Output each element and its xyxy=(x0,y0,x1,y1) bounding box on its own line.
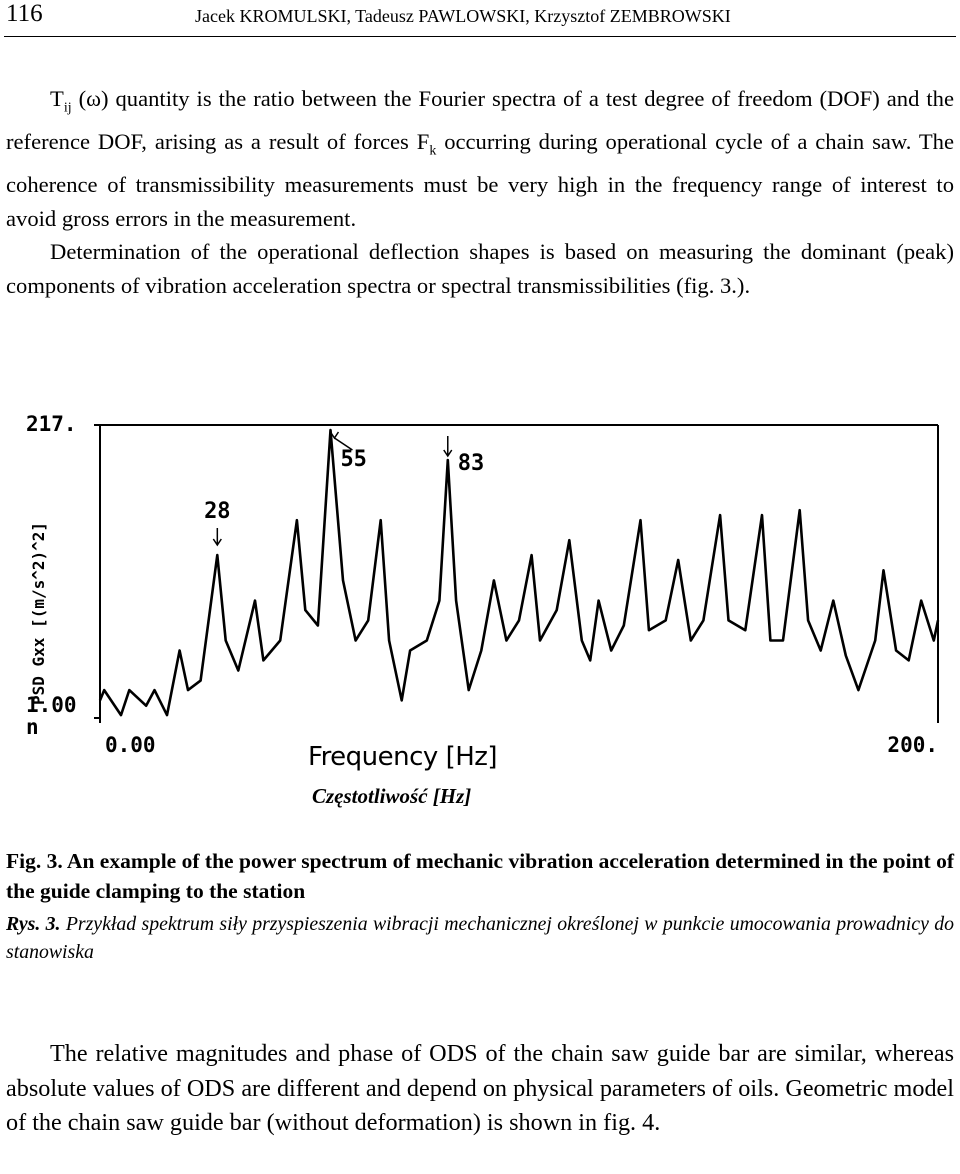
subscript: k xyxy=(429,143,437,159)
caption: Fig. 3. An example of the power spectrum… xyxy=(6,849,954,903)
caption-label: Rys. 3. xyxy=(6,913,61,935)
annotation-arrowhead xyxy=(212,538,222,547)
peak-annotation: 83 xyxy=(458,451,485,476)
x-tick-label: 0.00 xyxy=(105,733,156,757)
annotation-arrowhead xyxy=(329,431,340,440)
page-number: 116 xyxy=(6,0,43,27)
x-axis-label: Frequency [Hz] xyxy=(308,742,498,772)
y-tick-label: 1.00 n xyxy=(26,693,77,739)
paragraph: Tij (ω) quantity is the ratio between th… xyxy=(6,82,954,235)
x-tick-label: 200. xyxy=(887,733,938,757)
peak-annotation: 28 xyxy=(204,499,231,524)
annotation-arrow xyxy=(334,437,353,451)
authors: Jacek KROMULSKI, Tadeusz PAWLOWSKI, Krzy… xyxy=(195,6,731,26)
annotation-arrowhead xyxy=(443,449,453,458)
y-axis-label: PSD Gxx [(m/s^2)^2] xyxy=(29,521,48,705)
text: T xyxy=(50,86,64,111)
text: (ω) quantity is the ratio between the Fo… xyxy=(6,86,954,155)
text: occurring during operational cycle of a … xyxy=(6,129,954,231)
caption-text: Przykład spektrum siły przyspieszenia wi… xyxy=(6,913,955,963)
paragraph: The relative magnitudes and phase of ODS… xyxy=(6,1040,954,1136)
spectrum-line xyxy=(98,428,940,717)
peak-annotation: 55 xyxy=(340,447,367,472)
y-tick-label: 217. xyxy=(26,412,77,436)
subscript: ij xyxy=(63,100,72,116)
paragraph: Determination of the operational deflect… xyxy=(6,239,954,298)
x-axis-label-translation: Częstotliwość [Hz] xyxy=(312,784,472,808)
body-text: Tij (ω) quantity is the ratio between th… xyxy=(6,82,954,303)
caption-translation: Rys. 3. Przykład spektrum siły przyspies… xyxy=(6,910,954,966)
header-rule xyxy=(4,36,956,37)
